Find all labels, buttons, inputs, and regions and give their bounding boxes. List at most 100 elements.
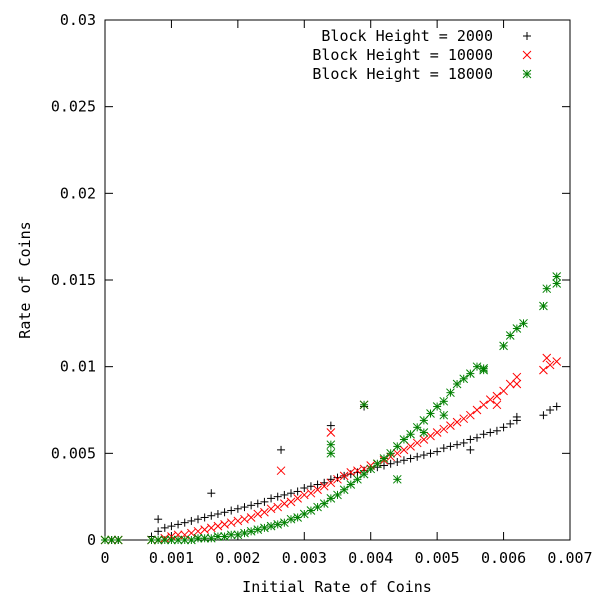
data-point (539, 301, 548, 311)
data-point (366, 464, 376, 474)
data-point (154, 527, 163, 536)
data-point (280, 499, 289, 508)
data-point (485, 395, 495, 404)
data-point (505, 331, 515, 340)
data-point (432, 428, 442, 437)
x-tick-label: 0.006 (481, 549, 526, 567)
data-point (539, 365, 548, 375)
data-point (446, 388, 455, 398)
data-point (393, 458, 402, 466)
data-point (260, 507, 269, 517)
data-point (439, 410, 449, 420)
data-point (492, 400, 502, 410)
data-point (392, 448, 402, 458)
y-tick-label: 0.02 (60, 184, 96, 202)
data-point (326, 440, 336, 450)
data-point (267, 494, 276, 503)
data-point (266, 504, 276, 514)
data-point (380, 461, 388, 470)
data-point (253, 499, 262, 508)
data-point (519, 318, 528, 328)
data-point (220, 508, 229, 517)
data-point (174, 520, 183, 529)
data-point (200, 525, 209, 534)
data-point (326, 478, 336, 488)
data-point (412, 438, 422, 448)
data-point (419, 416, 429, 425)
data-point (439, 424, 449, 434)
data-point (287, 489, 295, 498)
legend-marker (522, 69, 532, 79)
data-point (260, 497, 269, 506)
data-point (319, 481, 329, 491)
data-point (194, 515, 202, 524)
data-point (479, 364, 488, 373)
legend-label: Block Height = 2000 (321, 27, 493, 45)
data-point (459, 374, 469, 384)
x-tick-label: 0 (100, 549, 109, 567)
data-point (246, 526, 256, 536)
data-point (240, 503, 249, 512)
data-point (406, 442, 415, 451)
data-point (147, 535, 156, 545)
data-point (273, 520, 283, 529)
data-point (339, 485, 349, 495)
data-point (167, 522, 176, 531)
data-point (333, 490, 342, 500)
data-point (466, 435, 475, 444)
data-point (277, 445, 286, 454)
data-point (399, 445, 409, 455)
x-tick-label: 0.001 (149, 549, 194, 567)
data-point (193, 526, 203, 536)
data-point (240, 528, 249, 538)
data-point (506, 419, 515, 428)
data-point (187, 516, 196, 525)
plot-border (104, 19, 571, 541)
data-point (266, 521, 276, 531)
x-axis-label: Initial Rate of Coins (242, 578, 432, 596)
data-point (452, 379, 462, 389)
data-point (446, 421, 455, 430)
data-point (452, 417, 462, 427)
data-point (326, 421, 335, 430)
data-point (539, 411, 548, 420)
data-point (273, 502, 283, 512)
data-point (446, 442, 455, 451)
data-point (213, 521, 223, 531)
data-point (206, 523, 216, 533)
data-point (466, 410, 475, 420)
y-tick-label: 0.025 (51, 98, 96, 116)
data-point (426, 431, 435, 441)
data-point (333, 474, 342, 484)
data-point (552, 357, 562, 366)
data-point (207, 489, 216, 498)
data-point (154, 515, 163, 524)
data-point (392, 474, 402, 484)
data-point (246, 513, 256, 522)
data-point (359, 469, 369, 479)
data-point (187, 528, 196, 538)
data-point (439, 396, 449, 406)
data-point (160, 523, 169, 532)
data-point (552, 279, 562, 288)
data-point (359, 400, 369, 410)
data-point (499, 341, 508, 351)
data-point (419, 428, 429, 437)
data-point (542, 284, 552, 294)
data-point (346, 480, 356, 489)
data-point (280, 490, 289, 499)
data-point (433, 447, 442, 456)
data-point (512, 379, 522, 389)
data-point (386, 448, 395, 458)
data-point (299, 490, 309, 500)
data-point (346, 468, 356, 477)
data-point (459, 414, 469, 424)
data-point (412, 422, 422, 432)
data-point (200, 513, 209, 522)
y-tick-label: 0.03 (60, 11, 96, 29)
data-point (206, 533, 216, 543)
legend-marker (523, 32, 531, 40)
data-point (253, 509, 263, 519)
